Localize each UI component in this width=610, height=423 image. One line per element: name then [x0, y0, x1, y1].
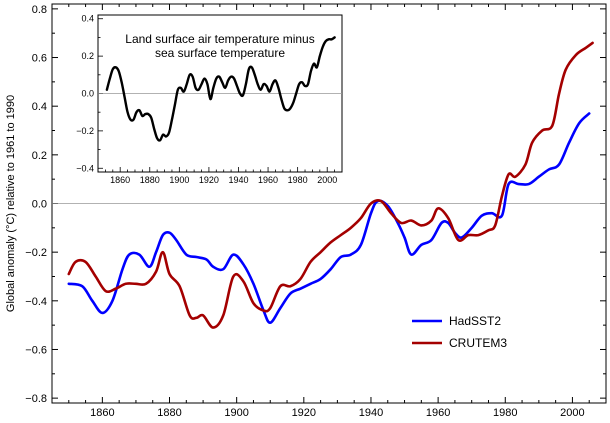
inset-x-tick-label: 1920 — [199, 175, 219, 185]
inset-chart: 1860 1880 1900 1920 1940 1960 1980 2000 −0.4 −0.2… — [76, 14, 343, 185]
y-tick-label: 0.2 — [32, 150, 47, 162]
legend-label-hadsst2: HadSST2 — [449, 314, 501, 328]
y-tick-label: 0.4 — [32, 101, 47, 113]
x-tick-label: 1900 — [224, 407, 248, 418]
inset-x-tick-label: 1880 — [140, 175, 160, 185]
inset-y-tick-label: −0.2 — [76, 126, 94, 136]
inset-y-tick-label: 0.0 — [81, 89, 94, 99]
y-axis-title: Global anomaly (°C) relative to 1961 to … — [5, 95, 17, 312]
x-tick-label: 1880 — [157, 407, 181, 418]
y-tick-label: 0.0 — [32, 199, 47, 211]
inset-x-tick-label: 1960 — [258, 175, 278, 185]
y-tick-label: −0.2 — [25, 247, 47, 259]
x-tick-label: 1960 — [426, 407, 450, 418]
y-tick-label: 0.6 — [32, 53, 47, 65]
inset-y-tick-label: 0.2 — [81, 51, 94, 61]
x-tick-label: 2000 — [560, 407, 584, 418]
inset-x-tick-label: 1900 — [169, 175, 189, 185]
inset-title: Land surface air temperature minus sea su… — [125, 32, 314, 60]
x-tick-label: 1940 — [359, 407, 383, 418]
inset-title-line: Land surface air temperature minus — [125, 32, 314, 46]
inset-title-line: sea surface temperature — [155, 46, 285, 60]
x-tick-label: 1860 — [90, 407, 114, 418]
series-line-hadsst2 — [67, 112, 591, 325]
inset-x-tick-label: 1980 — [288, 175, 308, 185]
y-tick-label: 0.8 — [32, 4, 47, 16]
inset-y-tick-label: 0.4 — [81, 14, 94, 24]
legend: HadSST2 CRUTEM3 — [412, 314, 507, 350]
y-tick-label: −0.6 — [25, 344, 47, 356]
y-tick-label: −0.8 — [25, 393, 47, 405]
y-tick-label: −0.4 — [25, 296, 47, 308]
main-chart: 1860 1880 1900 1920 1940 1960 1980 2000 −0.8 −0.6… — [5, 3, 607, 419]
legend-label-crutem3: CRUTEM3 — [449, 336, 507, 350]
inset-y-tick-label: −0.4 — [76, 163, 94, 173]
x-tick-label: 1980 — [493, 407, 517, 418]
x-tick-label: 1920 — [292, 407, 316, 418]
inset-x-tick-label: 2000 — [317, 175, 337, 185]
inset-x-tick-label: 1940 — [228, 175, 248, 185]
inset-series-line — [105, 36, 336, 142]
inset-x-tick-label: 1860 — [110, 175, 130, 185]
series-line-crutem3 — [67, 41, 594, 329]
